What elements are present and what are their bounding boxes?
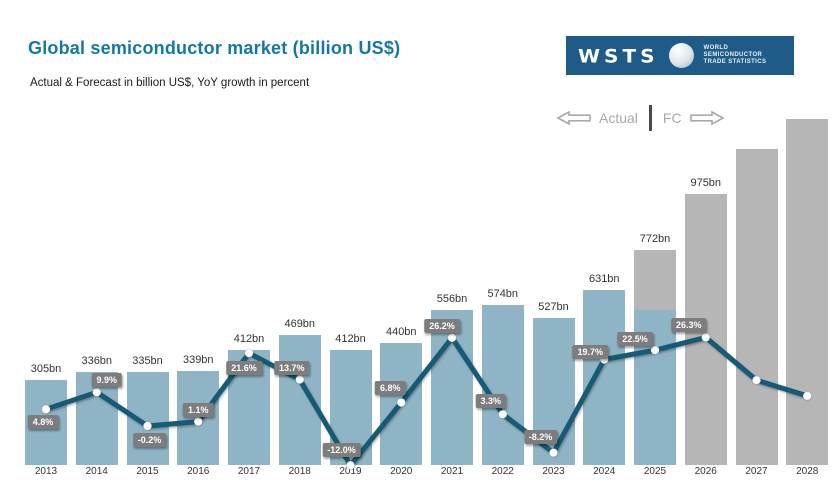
year-label-2027: 2027 [745,466,768,477]
legend-divider [648,105,652,131]
bar-value-2018: 469bn [284,318,316,330]
page-title: Global semiconductor market (billion US$… [28,38,401,58]
year-label-2025: 2025 [643,466,667,477]
bar-value-2026: 975bn [690,177,722,189]
legend-fc-label: FC [662,110,682,126]
growth-label-2013: 4.8% [27,415,59,430]
chart-subtitle: Actual & Forecast in billion US$, YoY gr… [30,77,310,89]
year-label-2022: 2022 [491,466,514,477]
bar-2027 [735,149,778,465]
year-label-2013: 2013 [34,466,58,477]
logo-caption-line: WORLD [703,45,729,51]
bar-value-2016: 339bn [182,354,214,366]
growth-label-2016: 1.1% [182,402,214,417]
growth-label-2020: 6.8% [374,380,406,395]
bar-value-2022: 574bn [487,288,519,300]
arrow-left-icon [556,110,591,126]
bar-2016 [177,371,220,465]
year-label-2017: 2017 [237,466,261,477]
growth-label-2014: 9.9% [91,373,123,388]
wsts-logo-text: WSTS [578,44,659,67]
growth-label-2026: 26.3% [670,318,707,333]
bar-2015 [126,372,169,465]
bar-2028 [786,119,829,465]
growth-label-2025: 22.5% [617,332,653,347]
year-label-2026: 2026 [694,466,717,477]
year-label-2019: 2019 [339,466,362,477]
bar-2025 [634,250,676,465]
year-label-2016: 2016 [187,466,210,477]
growth-label-2018: 13.7% [273,360,310,375]
year-label-2028: 2028 [796,466,819,477]
year-label-2024: 2024 [593,466,616,477]
wsts-logo-caption: WORLD SEMICONDUCTOR TRADE STATISTICS [704,45,767,66]
logo-caption-line: TRADE STATISTICS [703,59,767,65]
globe-icon [668,43,694,68]
bar-2024 [583,290,626,465]
bar-value-2024: 631bn [588,273,620,285]
year-label-2015: 2015 [136,466,159,477]
year-label-2021: 2021 [440,466,464,477]
year-label-2014: 2014 [85,466,108,477]
growth-label-2024: 19.7% [572,344,609,359]
wsts-logo: WSTS WORLD SEMICONDUCTOR TRADE STATISTIC… [566,36,794,75]
growth-label-2022: 3.3% [475,394,507,409]
bar-value-2017: 412bn [233,333,265,345]
bar-value-2023: 527bn [538,301,569,313]
bar-value-2021: 556bn [436,293,468,305]
bar-2020 [380,343,423,465]
growth-label-2019: -12.0% [322,443,361,458]
bar-value-2020: 440bn [385,326,417,338]
arrow-right-icon [689,110,725,126]
year-label-2018: 2018 [288,466,311,477]
bar-2021 [431,310,473,465]
growth-label-2015: -0.2% [132,432,167,447]
logo-caption-line: SEMICONDUCTOR [703,52,763,58]
growth-label-2023: -8.2% [523,429,558,444]
actual-fc-legend: Actual FC [556,103,725,133]
growth-label-2017: 21.6% [226,361,262,376]
bar-2022 [481,305,524,465]
growth-label-2021: 26.2% [424,318,460,333]
bar-value-2025: 772bn [639,233,671,245]
bar-2018 [278,335,321,465]
year-label-2020: 2020 [390,466,413,477]
year-label-2023: 2023 [542,466,565,477]
legend-actual-label: Actual [599,110,638,126]
